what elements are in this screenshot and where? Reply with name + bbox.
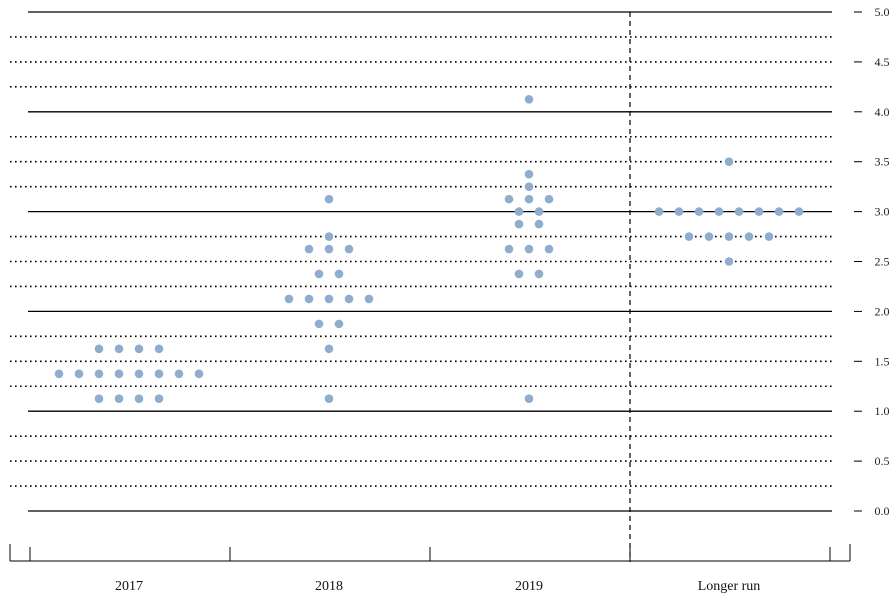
participant-dot xyxy=(324,194,334,204)
participant-dot xyxy=(504,244,514,254)
participant-dot xyxy=(724,257,734,266)
y-tick-label: 1.5 xyxy=(875,354,890,368)
participant-dot xyxy=(794,207,804,216)
participant-dot xyxy=(544,244,554,254)
participant-dot xyxy=(674,207,684,216)
y-tick-label: 3.5 xyxy=(875,155,890,169)
participant-dot xyxy=(724,232,734,241)
participant-dot xyxy=(724,157,734,166)
participant-dot xyxy=(304,244,314,254)
y-tick-label: 0.0 xyxy=(875,504,890,518)
participant-dot xyxy=(694,207,704,216)
participant-dot xyxy=(134,394,144,404)
participant-dot xyxy=(534,219,544,229)
participant-dot xyxy=(344,244,354,254)
participant-dot xyxy=(334,319,344,329)
y-tick-label: 3.0 xyxy=(875,205,890,219)
participant-dot xyxy=(714,207,724,216)
participant-dot xyxy=(514,219,524,229)
participant-dot xyxy=(324,344,334,354)
participant-dot xyxy=(524,95,534,104)
participant-dot xyxy=(524,394,534,404)
participant-dot xyxy=(534,269,544,279)
y-tick-label: 2.0 xyxy=(875,304,890,318)
participant-dot xyxy=(524,169,534,179)
participant-dot xyxy=(324,244,334,254)
participant-dot xyxy=(744,232,754,241)
participant-dot xyxy=(94,369,104,379)
participant-dot xyxy=(134,369,144,379)
participant-dot xyxy=(544,194,554,204)
participant-dot xyxy=(324,394,334,404)
participant-dot xyxy=(54,369,64,379)
participant-dot xyxy=(74,369,84,379)
x-category-label: 2018 xyxy=(315,579,343,594)
participant-dot xyxy=(304,294,314,304)
participant-dot xyxy=(94,394,104,404)
participant-dot xyxy=(194,369,204,379)
participant-dot xyxy=(324,294,334,304)
participant-dot xyxy=(524,182,534,191)
participant-dot xyxy=(114,369,124,379)
participant-dot xyxy=(154,344,164,354)
y-tick-label: 4.0 xyxy=(875,105,890,119)
y-tick-label: 2.5 xyxy=(875,255,890,269)
participant-dot xyxy=(684,232,694,241)
x-category-label: 2019 xyxy=(515,579,543,594)
y-tick-label: 1.0 xyxy=(875,404,890,418)
participant-dot xyxy=(134,344,144,354)
y-tick-label: 0.5 xyxy=(875,454,890,468)
participant-dot xyxy=(344,294,354,304)
participant-dot xyxy=(174,369,184,379)
participant-dot xyxy=(764,232,774,241)
participant-dot xyxy=(514,207,524,216)
participant-dot xyxy=(114,394,124,404)
participant-dot xyxy=(334,269,344,279)
participant-dot xyxy=(284,294,294,304)
participant-dot xyxy=(704,232,714,241)
participant-dot xyxy=(94,344,104,354)
participant-dot xyxy=(514,269,524,279)
participant-dot xyxy=(114,344,124,354)
y-tick-label: 4.5 xyxy=(875,55,890,69)
x-category-label: 2017 xyxy=(115,579,143,594)
participant-dot xyxy=(154,394,164,404)
participant-dot xyxy=(314,269,324,279)
participant-dot xyxy=(534,207,544,216)
participant-dot xyxy=(154,369,164,379)
participant-dot xyxy=(364,294,374,304)
participant-dot xyxy=(754,207,764,216)
participant-dot xyxy=(524,194,534,204)
participant-dot xyxy=(654,207,664,216)
participant-dot xyxy=(734,207,744,216)
participant-dot xyxy=(324,232,334,241)
y-tick-label: 5.0 xyxy=(875,5,890,19)
participant-dot xyxy=(504,194,514,204)
x-category-label: Longer run xyxy=(698,579,761,594)
participant-dot xyxy=(774,207,784,216)
participant-dot xyxy=(314,319,324,329)
participant-dot xyxy=(524,244,534,254)
